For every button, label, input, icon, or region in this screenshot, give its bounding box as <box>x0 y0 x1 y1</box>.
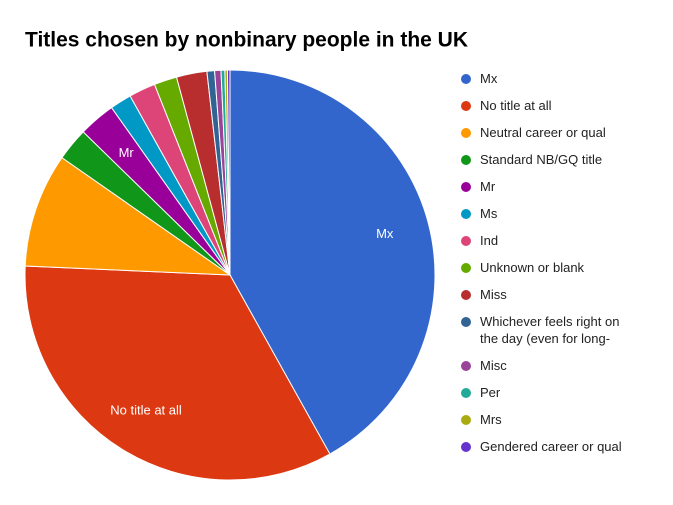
legend-label: Mr <box>480 179 496 194</box>
legend-label: Ms <box>480 206 498 221</box>
legend-item: Whichever feels right on the day (even f… <box>458 313 638 347</box>
legend-marker <box>461 182 471 192</box>
legend-marker <box>461 442 471 452</box>
legend-label: Ind <box>480 233 499 248</box>
chart-title: Titles chosen by nonbinary people in the… <box>25 29 468 52</box>
legend-marker <box>461 128 471 138</box>
pie-slice <box>229 69 436 455</box>
legend-label: Unknown or blank <box>480 260 585 275</box>
legend-marker <box>461 388 471 398</box>
legend-item: Per <box>458 384 638 401</box>
legend-label: Mx <box>480 71 498 86</box>
legend-item: Miss <box>458 286 638 303</box>
legend-label: Whichever feels right on the day (even f… <box>480 314 620 346</box>
slice-label: Mr <box>119 145 135 160</box>
pie-slice <box>24 265 331 481</box>
legend-marker <box>461 236 471 246</box>
legend-label: Neutral career or qual <box>480 125 606 140</box>
legend: Mx No title at all Neutral career or qual S… <box>458 70 638 465</box>
legend-marker <box>461 74 471 84</box>
legend-label: Miss <box>480 287 507 302</box>
legend-item: Mx <box>458 70 638 87</box>
legend-item: Mr <box>458 178 638 195</box>
pie-slice <box>24 156 232 276</box>
legend-label: Misc <box>480 358 507 373</box>
legend-item: Misc <box>458 357 638 374</box>
legend-marker <box>461 101 471 111</box>
legend-marker <box>461 263 471 273</box>
legend-item: Standard NB/GQ title <box>458 151 638 168</box>
slice-label: No title at all <box>110 403 182 418</box>
legend-item: Ind <box>458 232 638 249</box>
pie-slice <box>226 69 231 276</box>
legend-marker <box>461 361 471 371</box>
legend-label: Per <box>480 385 501 400</box>
legend-marker <box>461 290 471 300</box>
legend-item: Neutral career or qual <box>458 124 638 141</box>
legend-item: Mrs <box>458 411 638 428</box>
legend-label: Gendered career or qual <box>480 439 622 454</box>
legend-item: Gendered career or qual <box>458 438 638 455</box>
legend-label: No title at all <box>480 98 552 113</box>
legend-marker <box>461 317 471 327</box>
slice-label: Mx <box>376 226 394 241</box>
legend-item: Ms <box>458 205 638 222</box>
legend-item: No title at all <box>458 97 638 114</box>
legend-marker <box>461 209 471 219</box>
legend-label: Mrs <box>480 412 502 427</box>
legend-marker <box>461 155 471 165</box>
legend-item: Unknown or blank <box>458 259 638 276</box>
legend-marker <box>461 415 471 425</box>
legend-label: Standard NB/GQ title <box>480 152 603 167</box>
